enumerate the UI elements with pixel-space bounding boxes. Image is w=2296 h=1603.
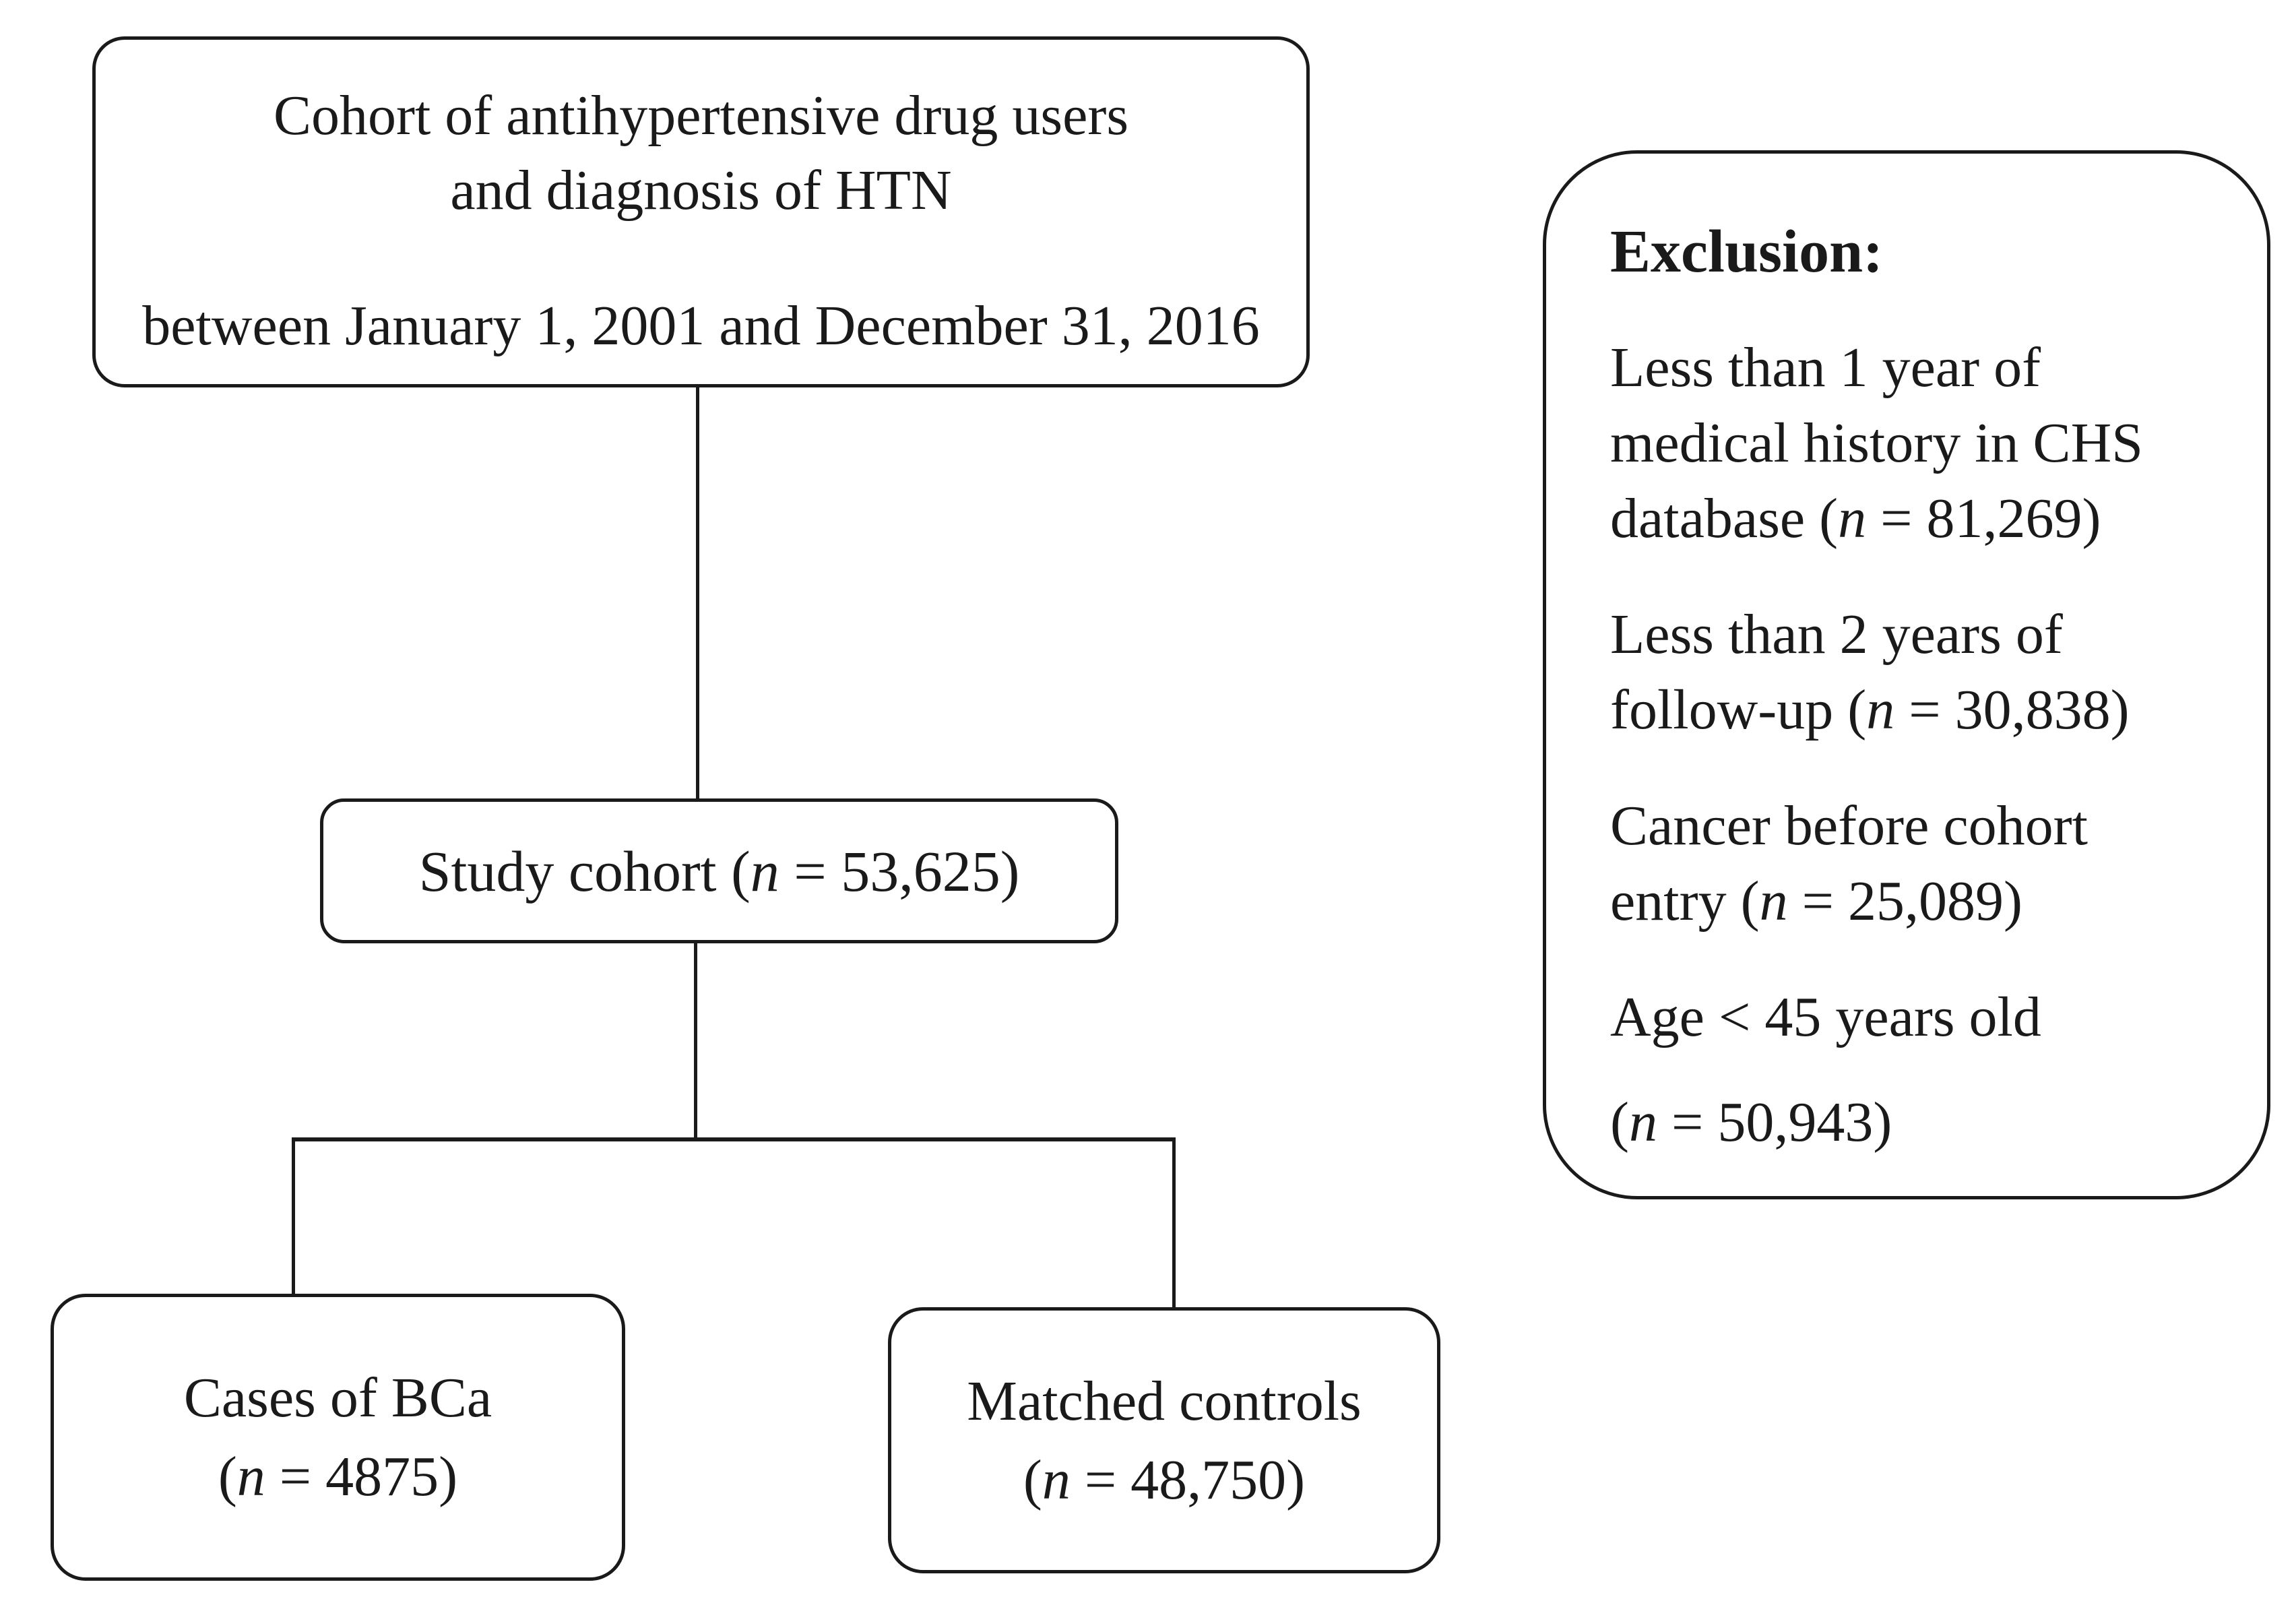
connector-drop-to-controls bbox=[1172, 1137, 1176, 1310]
cohort-definition-lines: Cohort of antihypertensive drug users and… bbox=[273, 84, 1129, 222]
cohort-definition-box: Cohort of antihypertensive drug users and… bbox=[92, 36, 1310, 387]
connector-top-to-study bbox=[696, 385, 699, 801]
exclusion-item-follow-up: Less than 2 years of follow-up (n = 30,83… bbox=[1610, 603, 2130, 741]
exclusion-item-medical-history: Less than 1 year of medical history in CH… bbox=[1610, 336, 2143, 550]
exclusion-item-prior-cancer: Cancer before cohort entry (n = 25,089) bbox=[1610, 794, 2088, 933]
cohort-date-range: between January 1, 2001 and December 31,… bbox=[142, 294, 1260, 357]
exclusion-box: Exclusion: Less than 1 year of medical hi… bbox=[1543, 150, 2270, 1199]
exclusion-title: Exclusion: bbox=[1610, 218, 1884, 285]
study-cohort-label: Study cohort (n = 53,625) bbox=[418, 838, 1020, 904]
cases-box: Cases of BCa (n = 4875) bbox=[51, 1294, 625, 1581]
cohort-definition-text: Cohort of antihypertensive drug users and… bbox=[96, 78, 1306, 363]
cases-label: Cases of BCa (n = 4875) bbox=[183, 1366, 492, 1508]
controls-box: Matched controls (n = 48,750) bbox=[888, 1307, 1440, 1573]
controls-label: Matched controls (n = 48,750) bbox=[967, 1369, 1362, 1511]
study-cohort-box: Study cohort (n = 53,625) bbox=[320, 798, 1118, 943]
exclusion-item-age: Age < 45 years old bbox=[1610, 986, 2041, 1048]
connector-split-horizontal bbox=[292, 1137, 1176, 1141]
connector-study-to-split bbox=[694, 941, 697, 1141]
exclusion-item-age-count: (n = 50,943) bbox=[1610, 1091, 1892, 1154]
connector-drop-to-cases bbox=[292, 1137, 295, 1296]
